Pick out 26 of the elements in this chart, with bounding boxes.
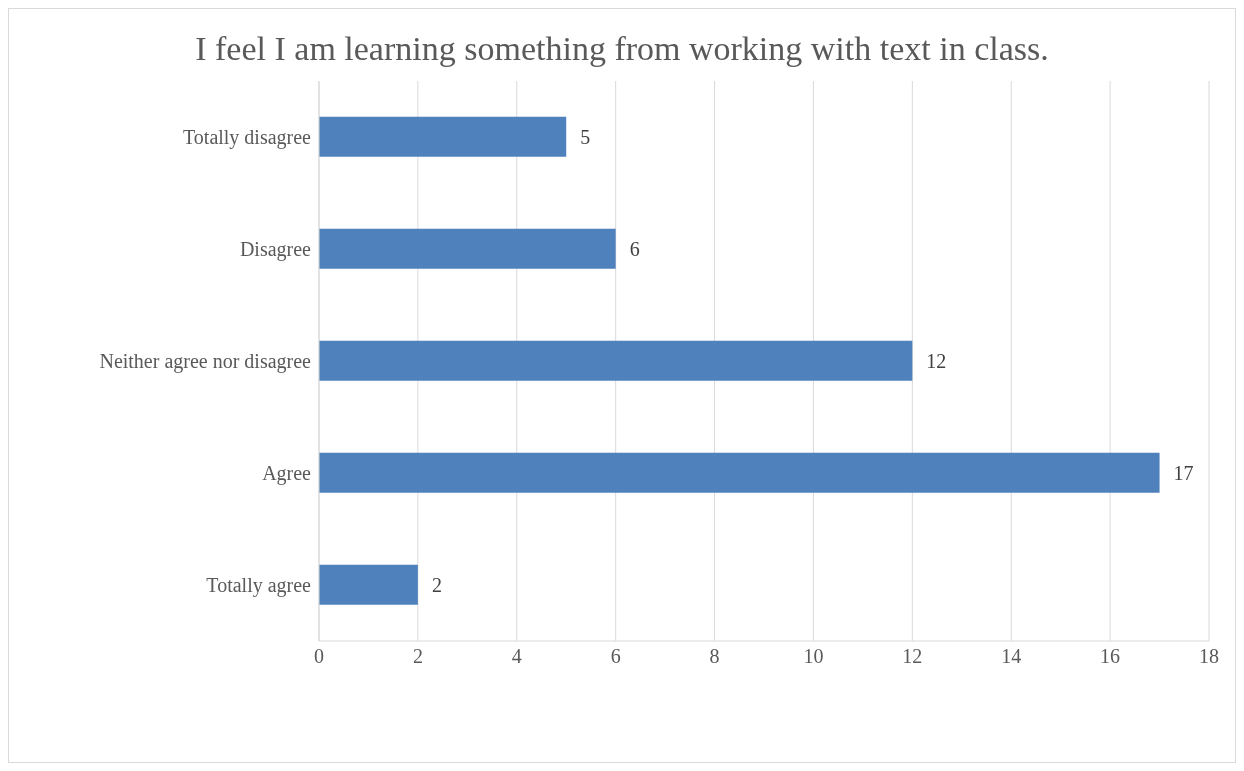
chart-title: I feel I am learning something from working with text in class. — [194, 29, 1050, 69]
y-tick-label: Totally agree — [206, 574, 312, 598]
data-label: 17 — [1173, 461, 1194, 484]
x-tick-label: 0 — [314, 645, 324, 668]
y-tick-label: Neither agree nor disagree — [99, 350, 312, 374]
bar — [319, 452, 1160, 493]
bar — [319, 340, 913, 381]
bar — [319, 116, 567, 157]
x-tick-label: 4 — [511, 645, 522, 668]
x-tick-label: 6 — [610, 645, 621, 668]
y-tick-label: Agree — [262, 462, 312, 486]
x-tick-label: 14 — [1001, 645, 1022, 668]
x-tick-label: 18 — [1199, 645, 1219, 668]
data-label: 5 — [580, 125, 591, 148]
y-tick-label: Disagree — [239, 238, 312, 262]
data-label: 2 — [431, 573, 442, 596]
x-tick-label: 10 — [803, 645, 824, 668]
y-tick-label: Totally disagree — [183, 126, 312, 150]
data-label: 6 — [629, 237, 640, 260]
x-tick-label: 2 — [412, 645, 423, 668]
x-tick-label: 16 — [1100, 645, 1121, 668]
bar — [319, 228, 616, 269]
bar — [319, 564, 418, 605]
data-label: 12 — [926, 349, 947, 372]
x-tick-label: 12 — [902, 645, 923, 668]
x-tick-label: 8 — [709, 645, 720, 668]
